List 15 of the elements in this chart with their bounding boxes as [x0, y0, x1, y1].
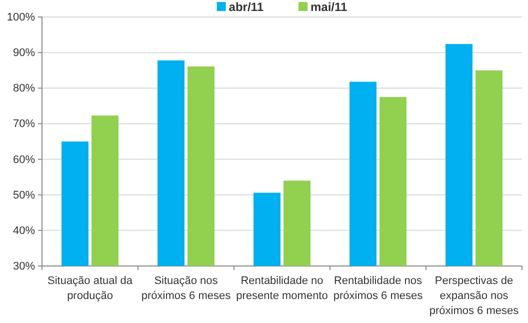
- y-tick-label: 90%: [12, 47, 36, 60]
- y-tick-label: 80%: [12, 82, 36, 95]
- x-tick-label: Perspectivas de expansão nos próximos 6 meses: [429, 275, 520, 317]
- legend-label: mai/11: [310, 0, 348, 14]
- x-tick-label: Situação atual da produção: [47, 275, 134, 302]
- x-tick-label: Rentabilidade no presente momento: [236, 275, 328, 302]
- y-tick-label: 40%: [12, 224, 36, 237]
- y-tick-label: 30%: [12, 260, 36, 273]
- y-tick-label: 70%: [12, 118, 36, 130]
- y-tick-label: 100%: [6, 12, 36, 24]
- x-tick-label: Rentabilidade nos próximos 6 meses: [333, 275, 424, 302]
- legend-label: abr/11: [228, 0, 264, 14]
- y-tick-label: 60%: [12, 154, 36, 166]
- y-tick-label: 50%: [12, 189, 36, 202]
- x-tick-label: Situação nos próximos 6 meses: [141, 275, 232, 302]
